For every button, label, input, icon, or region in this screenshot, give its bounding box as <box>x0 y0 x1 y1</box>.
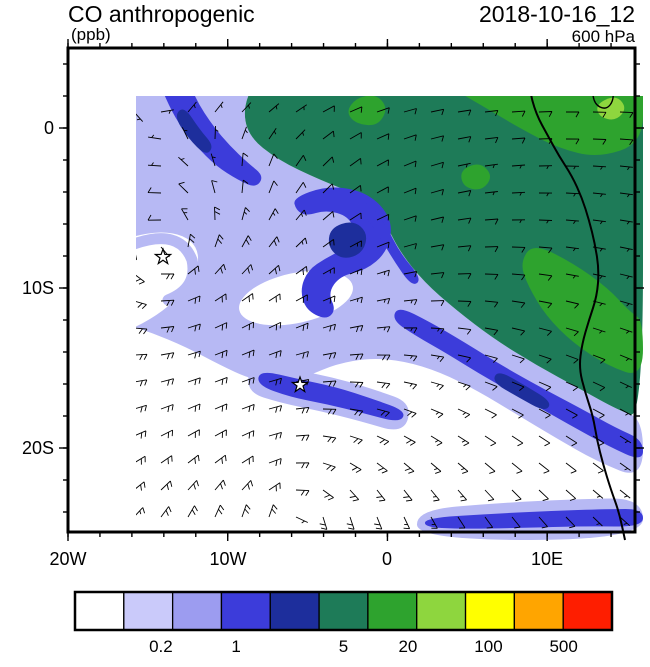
colorbar-cell <box>220 591 271 631</box>
colorbar-label-4: 100 <box>474 637 503 656</box>
y-axis-label-10s: 10S <box>21 278 54 298</box>
colorbar-label-3: 20 <box>398 637 418 656</box>
lake-outline <box>592 96 614 109</box>
contour-region-green-blob-1 <box>348 96 386 126</box>
x-axis-label-0: 0 <box>381 549 392 569</box>
colorbar-cell <box>269 591 320 631</box>
colorbar-cell <box>416 591 467 631</box>
x-axis-label-10w: 10W <box>209 549 247 569</box>
contour-region-lightgreen-blob-1 <box>538 58 569 80</box>
contour-region-navy-band-accent <box>494 373 550 409</box>
map-border <box>66 46 637 534</box>
chart-title: CO anthropogenic <box>68 1 255 27</box>
colorbar-cell <box>318 591 369 631</box>
star-marker <box>153 247 173 265</box>
star-marker <box>290 375 310 393</box>
colorbar-cell <box>74 591 125 631</box>
colorbar-label-0: 0.2 <box>149 637 173 656</box>
colorbar-frame <box>73 590 614 632</box>
y-axis-label-20s: 20S <box>21 438 54 458</box>
island-outline <box>514 68 526 80</box>
colorbar <box>73 590 614 632</box>
colorbar-label-2: 5 <box>338 637 349 656</box>
contour-region-dark-green-mass <box>244 96 644 415</box>
contour-region-green-coast <box>522 248 643 374</box>
colorbar-cell <box>562 591 613 631</box>
contour-region-blue-bottom-left <box>79 482 118 516</box>
contour-region-lavender-bottom-left <box>60 468 133 526</box>
x-axis-label-20w: 20W <box>49 549 87 569</box>
colorbar-cell <box>171 591 223 631</box>
colorbar-label-1: 1 <box>231 637 241 656</box>
colorbar-cell <box>464 591 516 631</box>
datetime-label: 2018-10-16_12 <box>478 1 635 27</box>
contour-region-lightgreen-blob-2 <box>597 97 625 120</box>
colorbar-cell <box>513 591 564 631</box>
colorbar-cell <box>367 591 418 631</box>
map-fill-layer <box>60 40 645 542</box>
contour-region-blue-topleft-corner <box>60 40 124 124</box>
colorbar-label-5: 500 <box>549 637 578 656</box>
contour-region-green-blob-2 <box>461 164 491 190</box>
y-axis-label-0: 0 <box>43 118 54 138</box>
contour-region-blue-bottom-strip <box>424 509 643 529</box>
wind-barb-layer <box>136 101 634 530</box>
colorbar-cell <box>123 591 174 631</box>
contour-region-navy-arc-accent <box>176 109 212 153</box>
units-label: (ppb) <box>71 25 111 44</box>
africa-coastline <box>530 96 626 541</box>
x-axis-label-10e: 10E <box>530 549 564 569</box>
pressure-level-label: 600 hPa <box>571 27 635 46</box>
contour-region-lavender-swirl-hook <box>136 233 199 306</box>
axis-ticks <box>59 39 644 541</box>
contour-region-navy-core-swirl <box>328 222 367 258</box>
